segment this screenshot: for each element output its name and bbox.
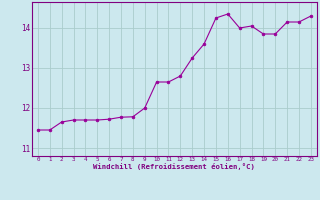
X-axis label: Windchill (Refroidissement éolien,°C): Windchill (Refroidissement éolien,°C) xyxy=(93,163,255,170)
